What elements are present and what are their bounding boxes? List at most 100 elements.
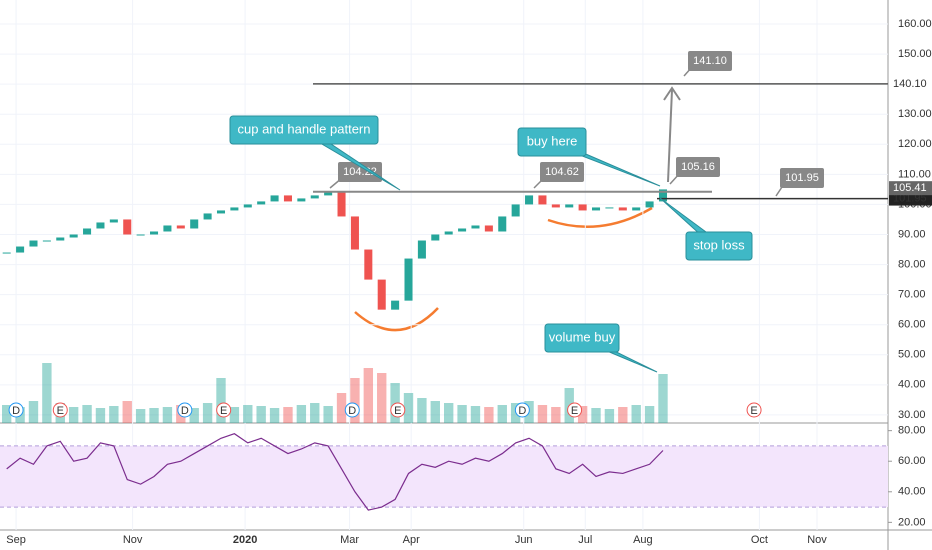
- volume-bar: [591, 408, 601, 423]
- x-tick-label: 2020: [233, 534, 257, 546]
- rsi-line: [6, 433, 664, 511]
- volume-bar: [216, 378, 226, 423]
- volume-bar: [189, 408, 199, 423]
- candle: [471, 225, 480, 229]
- volume-bar: [310, 403, 320, 423]
- candle: [404, 258, 413, 301]
- volume-bar: [577, 406, 588, 423]
- level-tag: 140.10: [893, 78, 927, 90]
- volume-bar: [417, 398, 427, 423]
- volume-bar: [644, 406, 655, 423]
- candle: [565, 204, 574, 208]
- x-tick-label: Jun: [515, 534, 533, 546]
- volume-bar: [122, 401, 132, 423]
- volume-bar: [28, 401, 39, 423]
- volume-bar: [457, 405, 467, 423]
- callout-box: [685, 231, 753, 261]
- candle: [283, 195, 292, 202]
- price-tag-box: [338, 162, 382, 182]
- volume-bar: [377, 373, 387, 423]
- volume-bar: [430, 401, 440, 423]
- event-marker: [8, 402, 24, 418]
- volume-bar: [350, 378, 360, 423]
- candle: [578, 204, 587, 211]
- y-tick-label: 60.00: [898, 319, 926, 331]
- volume-bar: [296, 405, 307, 423]
- volume-bar: [658, 374, 668, 423]
- volume-bar: [618, 407, 628, 423]
- candle: [83, 228, 92, 235]
- callout-box: [229, 115, 379, 145]
- candle: [444, 231, 453, 235]
- target-arrow: [663, 86, 681, 183]
- volume-bar: [269, 408, 280, 423]
- candle: [150, 231, 159, 235]
- handle-curve: [547, 206, 653, 228]
- candle: [297, 198, 306, 202]
- event-label: E: [394, 405, 401, 417]
- price-tag: 101.95: [785, 172, 819, 184]
- price-tag-box: [688, 51, 732, 71]
- candle: [618, 207, 627, 211]
- callout-text: volume buy: [549, 329, 616, 344]
- candle: [310, 195, 319, 199]
- volume-bar: [363, 368, 374, 423]
- candle: [163, 225, 172, 232]
- volume-bar: [283, 407, 293, 423]
- volume-bar: [537, 405, 548, 423]
- event-label: E: [220, 405, 227, 417]
- candle: [525, 195, 534, 205]
- x-tick-label: Oct: [751, 534, 768, 546]
- volume-bar: [42, 363, 52, 423]
- rsi-tick-label: 20.00: [898, 516, 926, 528]
- x-tick-label: Apr: [403, 534, 420, 546]
- rsi-band: [0, 445, 888, 508]
- y-tick-label: 150.00: [898, 48, 932, 60]
- volume-bar: [256, 406, 266, 423]
- event-marker: [746, 402, 762, 418]
- candle: [324, 192, 333, 196]
- y-tick-label: 80.00: [898, 258, 926, 270]
- candle: [243, 204, 252, 208]
- y-tick-label: 70.00: [898, 289, 926, 301]
- y-tick-label: 130.00: [898, 108, 932, 120]
- event-label: D: [518, 405, 526, 417]
- y-tick-label: 120.00: [898, 138, 932, 150]
- candle: [96, 222, 105, 229]
- volume-bar: [403, 393, 414, 423]
- y-tick-label: 50.00: [898, 349, 926, 361]
- candle: [123, 219, 132, 235]
- y-tick-label: 40.00: [898, 379, 926, 391]
- event-label: E: [57, 405, 64, 417]
- event-label: E: [571, 405, 578, 417]
- event-marker: [567, 402, 583, 418]
- price-tag-box: [540, 162, 584, 182]
- rsi-tick-label: 60.00: [898, 455, 926, 467]
- candle: [136, 234, 145, 236]
- volume-bar: [631, 405, 641, 423]
- candle: [270, 195, 279, 202]
- candle: [605, 207, 614, 209]
- candle: [538, 195, 547, 205]
- y-tick-label: 110.00: [898, 168, 931, 180]
- x-tick-label: Nov: [123, 534, 143, 546]
- candle: [511, 204, 520, 217]
- level-tag-box: [889, 76, 932, 91]
- event-marker: [390, 402, 406, 418]
- callout-pointer: [297, 129, 401, 191]
- candle: [484, 225, 493, 232]
- candle: [176, 225, 185, 229]
- y-tick-label: 90.00: [898, 228, 926, 240]
- volume-bar: [336, 393, 347, 423]
- candle: [190, 219, 199, 229]
- volume-bar: [444, 403, 454, 423]
- candle: [377, 279, 386, 310]
- event-label: D: [12, 405, 20, 417]
- candle: [592, 207, 601, 211]
- event-label: D: [348, 405, 356, 417]
- candle: [364, 249, 373, 280]
- candle: [658, 189, 668, 202]
- candle: [551, 204, 560, 208]
- x-tick-label: Sep: [6, 534, 26, 546]
- event-marker: [177, 402, 193, 418]
